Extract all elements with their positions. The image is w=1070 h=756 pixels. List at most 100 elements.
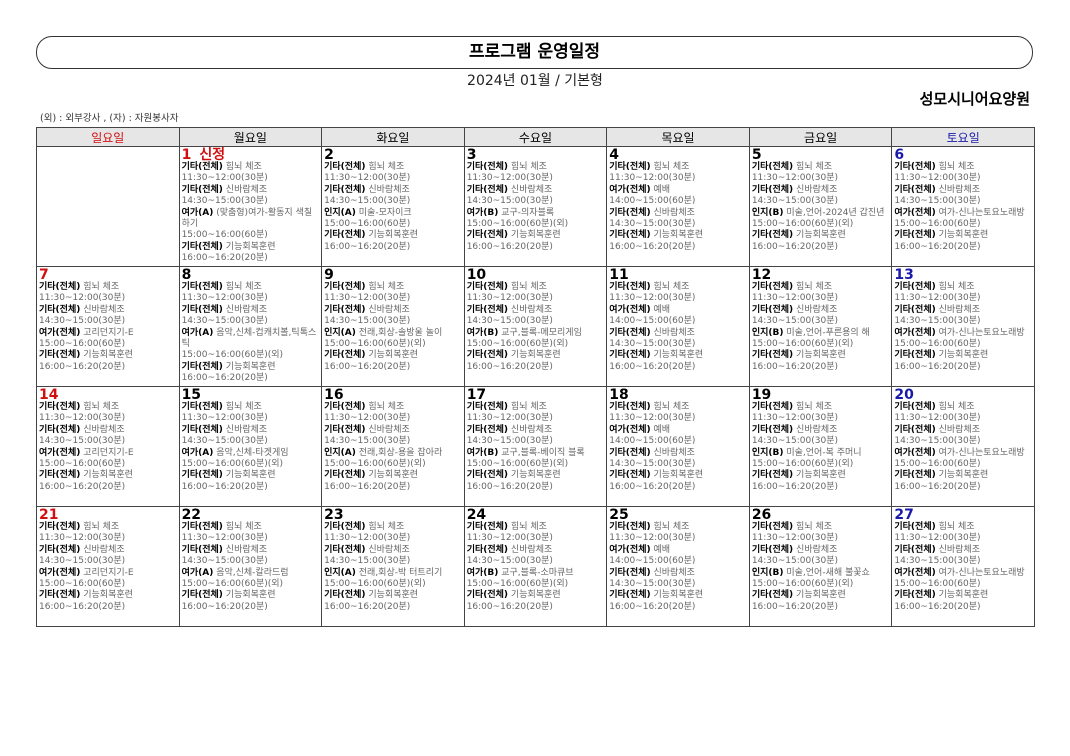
- day-header: 18: [609, 388, 747, 402]
- program-name: 신바람체조: [83, 304, 125, 315]
- program-time: 16:00~16:20(20분): [609, 361, 696, 372]
- program-name: 힘뇌 체조: [368, 522, 405, 532]
- program-entry: 기타(전체) 힘뇌 체조: [182, 522, 320, 533]
- program-name: 음악,신체-타겟게임: [216, 447, 289, 458]
- program-category: 기타(전체): [181, 590, 223, 601]
- day-header: 19: [752, 388, 890, 402]
- program-category: 기타(전체): [181, 184, 223, 195]
- program-time: 16:00~16:20(20분): [181, 481, 268, 492]
- program-category: 기타(전체): [609, 567, 651, 578]
- program-time: 14:30~15:00(30분): [751, 436, 838, 447]
- program-time: 14:30~15:00(30분): [894, 316, 981, 327]
- program-name: 힘뇌 체조: [653, 282, 690, 292]
- program-name: 힘뇌 체조: [510, 522, 547, 532]
- program-entry: 기타(전체) 기능회복훈련: [182, 242, 320, 253]
- program-category: 기타(전체): [751, 424, 794, 435]
- program-name: 신바람체조: [83, 424, 125, 435]
- day-number: 7: [39, 267, 49, 283]
- program-name: 전래,회상-박 터트리기: [358, 567, 443, 578]
- day-header: 5: [752, 148, 890, 162]
- program-category: 기타(전체): [466, 590, 509, 601]
- day-header: 9: [324, 268, 462, 282]
- program-name: 예배: [653, 184, 671, 195]
- organization-name: 성모시니어요양원: [919, 90, 1030, 108]
- program-name: 신바람체조: [510, 424, 553, 435]
- program-name: 고리던지기-E: [83, 327, 134, 338]
- program-category: 기타(전체): [609, 470, 651, 481]
- program-entry: 여가(전체) 예배: [609, 185, 747, 196]
- program-entry: 기타(전체) 힘뇌 체조: [182, 402, 320, 413]
- day-header: 7: [39, 268, 177, 282]
- day-number: 18: [609, 387, 629, 403]
- program-entry: 기타(전체) 힘뇌 체조: [467, 402, 605, 413]
- program-time: 16:00~16:20(20분): [324, 241, 411, 252]
- program-name: 신바람체조: [653, 327, 695, 338]
- calendar-day-cell: 12 기타(전체) 힘뇌 체조 11:30~12:00(30분) 기타(전체) 신바람…: [748, 266, 893, 387]
- program-category: 여가(전체): [894, 447, 936, 458]
- program-entry: 인지(A) 미술-모자이크: [324, 208, 462, 219]
- program-name: 여가-신나는토요노래방: [938, 447, 1025, 458]
- program-category: 여가(A): [181, 447, 214, 458]
- program-entry: 여가(전체) 예배: [609, 545, 747, 556]
- program-category: 기타(전체): [751, 282, 794, 292]
- program-name: 힘뇌 체조: [225, 282, 262, 292]
- day-header: 26: [752, 508, 890, 522]
- program-category: 기타(전체): [466, 522, 509, 532]
- program-name: 기능회복훈련: [796, 350, 846, 361]
- program-entry: 기타(전체) 힘뇌 체조: [609, 402, 747, 413]
- calendar-day-cell: 7 기타(전체) 힘뇌 체조 11:30~12:00(30분) 기타(전체) 신바람체…: [36, 266, 180, 387]
- day-number: 6: [894, 147, 905, 163]
- program-time: 16:00~16:20(20분): [466, 241, 553, 252]
- program-time: 14:30~15:00(30분): [894, 436, 981, 447]
- program-time: 14:30~15:00(30분): [324, 436, 411, 447]
- program-entry: 기타(전체) 신바람체조: [182, 545, 320, 556]
- program-category: 기타(전체): [751, 590, 794, 601]
- program-time: 16:00~16:20(20분): [39, 481, 126, 492]
- program-category: 기타(전체): [181, 304, 223, 315]
- holiday-label: 신정: [199, 147, 226, 163]
- program-entry: 기타(전체) 신바람체조: [752, 425, 890, 436]
- program-category: 인지(B): [751, 207, 784, 218]
- calendar-day-cell: 23 기타(전체) 힘뇌 체조 11:30~12:00(30분) 기타(전체) 신바람…: [321, 506, 465, 627]
- program-entry: 기타(전체) 신바람체조: [467, 305, 605, 316]
- program-category: 여가(B): [466, 207, 499, 218]
- calendar-day-cell: 25 기타(전체) 힘뇌 체조 11:30~12:00(30분) 여가(전체) 예배 1…: [606, 506, 750, 627]
- program-entry: 여가(B) 교구,블록-베이직 블록: [467, 448, 605, 459]
- program-category: 기타(전체): [324, 350, 366, 361]
- program-entry: 기타(전체) 기능회복훈련: [752, 230, 890, 241]
- program-name: 힘뇌 체조: [510, 402, 547, 412]
- day-number: 27: [894, 507, 914, 523]
- program-category: 여가(전체): [609, 544, 651, 555]
- program-entry: 여가(전체) 여가-신나는토요노래방: [894, 568, 1032, 579]
- program-category: 기타(전체): [466, 350, 509, 361]
- program-entry: 기타(전체) 신바람체조: [324, 305, 462, 316]
- program-name: 신바람체조: [510, 544, 553, 555]
- program-category: 기타(전체): [324, 282, 366, 292]
- program-time: 11:30~12:00(30분): [181, 413, 268, 424]
- program-time: 14:30~15:00(30분): [609, 339, 696, 350]
- program-time: 14:30~15:00(30분): [324, 316, 411, 327]
- program-name: 신바람체조: [796, 544, 838, 555]
- month-subtitle: 2024년 01월 / 기본형: [467, 73, 603, 89]
- program-category: 여가(전체): [39, 447, 81, 458]
- program-category: 기타(전체): [324, 184, 366, 195]
- program-time: 16:00~16:20(20분): [609, 481, 696, 492]
- program-category: 기타(전체): [39, 522, 81, 532]
- program-category: 여가(전체): [894, 327, 936, 338]
- weekday-header: 일요일: [36, 127, 180, 147]
- program-name: 신바람체조: [796, 424, 838, 435]
- program-name: 기능회복훈련: [83, 470, 133, 481]
- calendar-day-cell: 4 기타(전체) 힘뇌 체조 11:30~12:00(30분) 여가(전체) 예배 14…: [606, 146, 750, 267]
- program-name: 기능회복훈련: [510, 350, 561, 361]
- calendar-day-cell: 10 기타(전체) 힘뇌 체조 11:30~12:00(30분) 기타(전체) 신바람…: [463, 266, 608, 387]
- program-time: 11:30~12:00(30분): [324, 533, 411, 544]
- program-category: 기타(전체): [39, 590, 81, 601]
- program-time: 14:30~15:00(30분): [39, 556, 126, 567]
- day-number: 26: [751, 507, 772, 523]
- day-number: 10: [466, 267, 487, 283]
- program-name: 신바람체조: [796, 184, 838, 195]
- program-entry: 기타(전체) 힘뇌 체조: [324, 162, 462, 173]
- program-time: 15:00~16:00(60분)(외): [324, 339, 426, 350]
- program-time: 16:00~16:20(20분): [751, 481, 838, 492]
- weekday-header: 월요일: [178, 127, 323, 147]
